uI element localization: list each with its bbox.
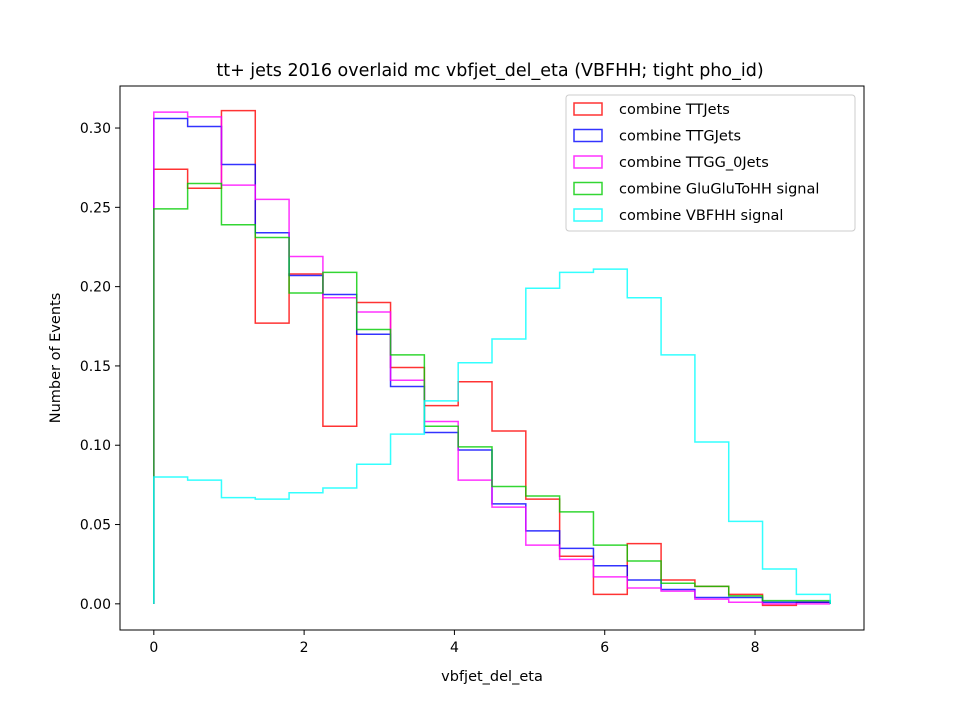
x-tick-label: 2 — [300, 640, 309, 656]
legend-label: combine TTGG_0Jets — [619, 155, 769, 171]
series-layer — [153, 109, 831, 607]
y-tick-label: 0.30 — [80, 121, 111, 137]
y-axis-ticks: 0.00 0.05 0.10 0.15 0.20 0.25 0.30 — [80, 121, 120, 613]
x-axis-label: vbfjet_del_eta — [441, 669, 543, 685]
y-tick-label: 0.05 — [80, 518, 111, 534]
legend-box — [565, 94, 856, 232]
y-tick-label: 0.25 — [80, 200, 111, 216]
y-tick-label: 0.20 — [80, 280, 111, 296]
legend-swatch — [573, 128, 603, 143]
legend-label: combine GluGluToHH signal — [619, 182, 819, 198]
legend: combine TTJets combine TTGJets combine TTG… — [565, 94, 856, 232]
plot-frame — [119, 85, 865, 631]
legend-swatch — [573, 181, 603, 196]
series-line-4 — [153, 268, 831, 604]
legend-label: combine VBFHH signal — [619, 208, 783, 224]
y-tick-label: 0.15 — [80, 359, 111, 375]
x-axis-ticks: 0 2 4 6 8 — [149, 630, 759, 656]
x-tick-label: 0 — [149, 640, 158, 656]
legend-label: combine TTJets — [619, 102, 730, 118]
chart-title: tt+ jets 2016 overlaid mc vbfjet_del_eta… — [216, 61, 763, 81]
legend-swatch — [573, 155, 603, 169]
legend-label: combine TTGJets — [619, 129, 741, 145]
y-axis-label: Number of Events — [48, 293, 64, 424]
legend-swatch — [573, 208, 603, 222]
x-tick-label: 8 — [751, 640, 760, 656]
series-line-3 — [153, 182, 831, 604]
y-tick-label: 0.10 — [80, 438, 111, 454]
x-tick-label: 6 — [600, 640, 609, 656]
series-line-2 — [153, 111, 831, 605]
legend-swatch — [573, 102, 603, 116]
y-tick-label: 0.00 — [80, 597, 111, 613]
x-tick-label: 4 — [450, 640, 459, 656]
